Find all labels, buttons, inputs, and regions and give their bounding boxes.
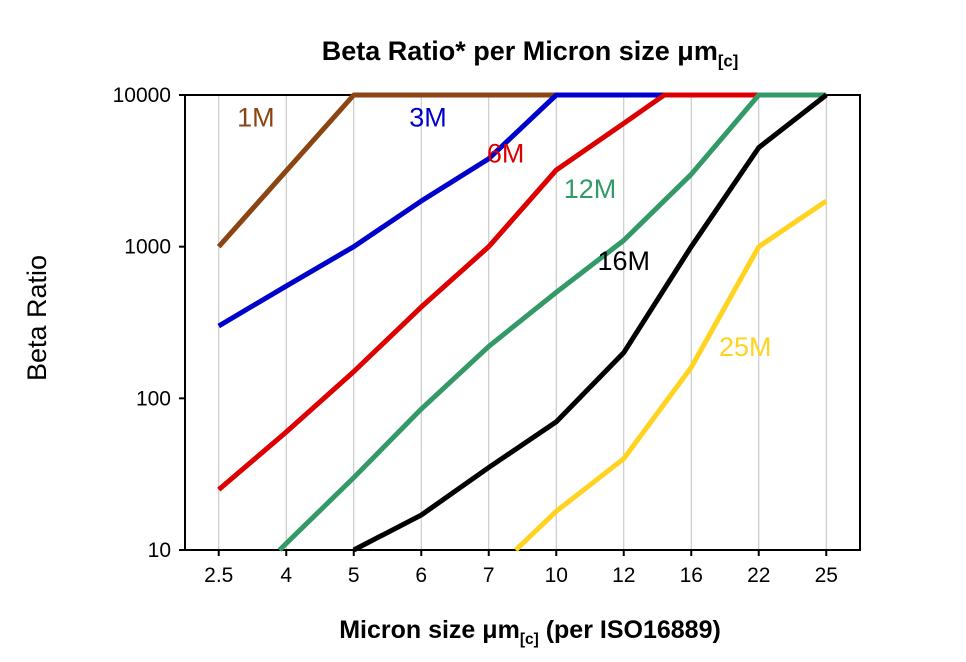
series-line-16M (352, 93, 828, 553)
x-tick-label-12: 12 (612, 564, 635, 587)
x-axis-title-subscript: [c] (519, 631, 539, 648)
series-line-12M (277, 92, 827, 552)
y-tick-label-10: 10 (148, 539, 171, 562)
series-label-12M: 12M (564, 174, 617, 204)
series-label-1M: 1M (237, 102, 275, 132)
x-tick-label-22: 22 (747, 564, 770, 587)
series-label-16M: 16M (597, 246, 650, 276)
chart-title-subscript: [c] (717, 51, 739, 71)
x-axis-title-mu: μm (482, 616, 520, 644)
chart-title-mu: μm (677, 36, 718, 66)
x-tick-label-25: 25 (815, 564, 838, 587)
x-tick-label-2.5: 2.5 (204, 564, 233, 587)
series-line-1M (216, 92, 557, 249)
y-tick-label-100: 100 (136, 387, 171, 410)
x-tick-label-16: 16 (680, 564, 703, 587)
x-tick-label-7: 7 (483, 564, 495, 587)
x-tick-label-4: 4 (280, 564, 292, 587)
series-label-3M: 3M (409, 102, 447, 132)
series-label-25M: 25M (719, 332, 772, 362)
y-tick-label-1000: 1000 (124, 236, 171, 259)
x-tick-label-6: 6 (415, 564, 427, 587)
chart-title: Beta Ratio* per Micron size μm[c] (150, 36, 910, 71)
x-axis-title: Micron size μm[c] (per ISO16889) (150, 616, 910, 649)
series-label-6M: 6M (487, 138, 525, 168)
chart-title-text: Beta Ratio* per Micron size (321, 36, 678, 66)
x-axis-title-text: Micron size (339, 616, 483, 644)
x-tick-label-5: 5 (348, 564, 360, 587)
x-axis-title-suffix: (per ISO16889) (538, 616, 721, 644)
x-tick-label-10: 10 (545, 564, 568, 587)
y-tick-label-10000: 10000 (113, 84, 171, 107)
series-line-6M (217, 92, 759, 492)
series-line-25M (514, 198, 828, 552)
series-line-3M (217, 92, 692, 329)
